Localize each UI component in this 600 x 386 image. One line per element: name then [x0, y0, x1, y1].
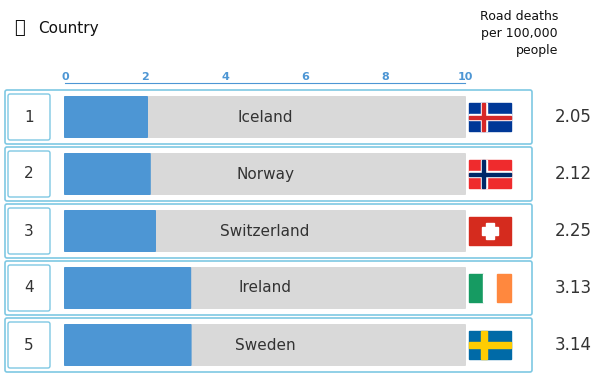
Text: 0: 0: [61, 72, 69, 82]
Bar: [469, 342, 511, 348]
Bar: [483, 274, 497, 302]
Bar: [469, 171, 511, 177]
Bar: [469, 115, 511, 119]
FancyBboxPatch shape: [64, 324, 191, 366]
FancyBboxPatch shape: [8, 94, 50, 140]
Text: 3.14: 3.14: [555, 336, 592, 354]
FancyBboxPatch shape: [64, 267, 466, 309]
Bar: [482, 103, 485, 131]
Text: 2.05: 2.05: [555, 108, 592, 126]
Bar: [469, 103, 511, 131]
Bar: [497, 274, 511, 302]
Bar: [469, 173, 511, 176]
Text: 6: 6: [301, 72, 309, 82]
Text: 1: 1: [24, 110, 34, 125]
FancyBboxPatch shape: [5, 204, 532, 258]
Text: 2: 2: [24, 166, 34, 181]
Text: 4: 4: [221, 72, 229, 82]
Text: 🏆: 🏆: [14, 19, 25, 37]
FancyBboxPatch shape: [64, 210, 156, 252]
Text: 5: 5: [24, 337, 34, 352]
Text: Road deaths
per 100,000
people: Road deaths per 100,000 people: [479, 10, 558, 57]
FancyBboxPatch shape: [64, 153, 466, 195]
Text: 3.13: 3.13: [555, 279, 592, 297]
Text: Iceland: Iceland: [237, 110, 293, 125]
FancyBboxPatch shape: [8, 322, 50, 368]
Bar: [482, 160, 485, 188]
Bar: [469, 331, 511, 359]
FancyBboxPatch shape: [64, 267, 191, 309]
Text: Sweden: Sweden: [235, 337, 295, 352]
FancyBboxPatch shape: [64, 153, 151, 195]
Bar: [481, 160, 487, 188]
FancyBboxPatch shape: [5, 90, 532, 144]
FancyBboxPatch shape: [64, 324, 466, 366]
Text: Switzerland: Switzerland: [220, 223, 310, 239]
FancyBboxPatch shape: [8, 208, 50, 254]
Bar: [486, 223, 494, 239]
Bar: [481, 103, 487, 131]
Text: 2.12: 2.12: [555, 165, 592, 183]
FancyBboxPatch shape: [8, 265, 50, 311]
FancyBboxPatch shape: [5, 147, 532, 201]
FancyBboxPatch shape: [64, 96, 148, 138]
Bar: [469, 217, 511, 245]
Text: Country: Country: [38, 20, 98, 36]
FancyBboxPatch shape: [64, 210, 466, 252]
FancyBboxPatch shape: [8, 151, 50, 197]
Bar: [469, 274, 483, 302]
Text: 2: 2: [141, 72, 149, 82]
Text: Ireland: Ireland: [239, 281, 292, 296]
Text: 4: 4: [24, 281, 34, 296]
Text: 10: 10: [457, 72, 473, 82]
FancyBboxPatch shape: [5, 318, 532, 372]
Text: 3: 3: [24, 223, 34, 239]
Text: 8: 8: [381, 72, 389, 82]
FancyBboxPatch shape: [64, 96, 466, 138]
Bar: [482, 227, 499, 235]
Text: Norway: Norway: [236, 166, 294, 181]
Bar: [469, 114, 511, 120]
FancyBboxPatch shape: [5, 261, 532, 315]
Text: 2.25: 2.25: [555, 222, 592, 240]
Bar: [469, 160, 511, 188]
Bar: [481, 331, 487, 359]
